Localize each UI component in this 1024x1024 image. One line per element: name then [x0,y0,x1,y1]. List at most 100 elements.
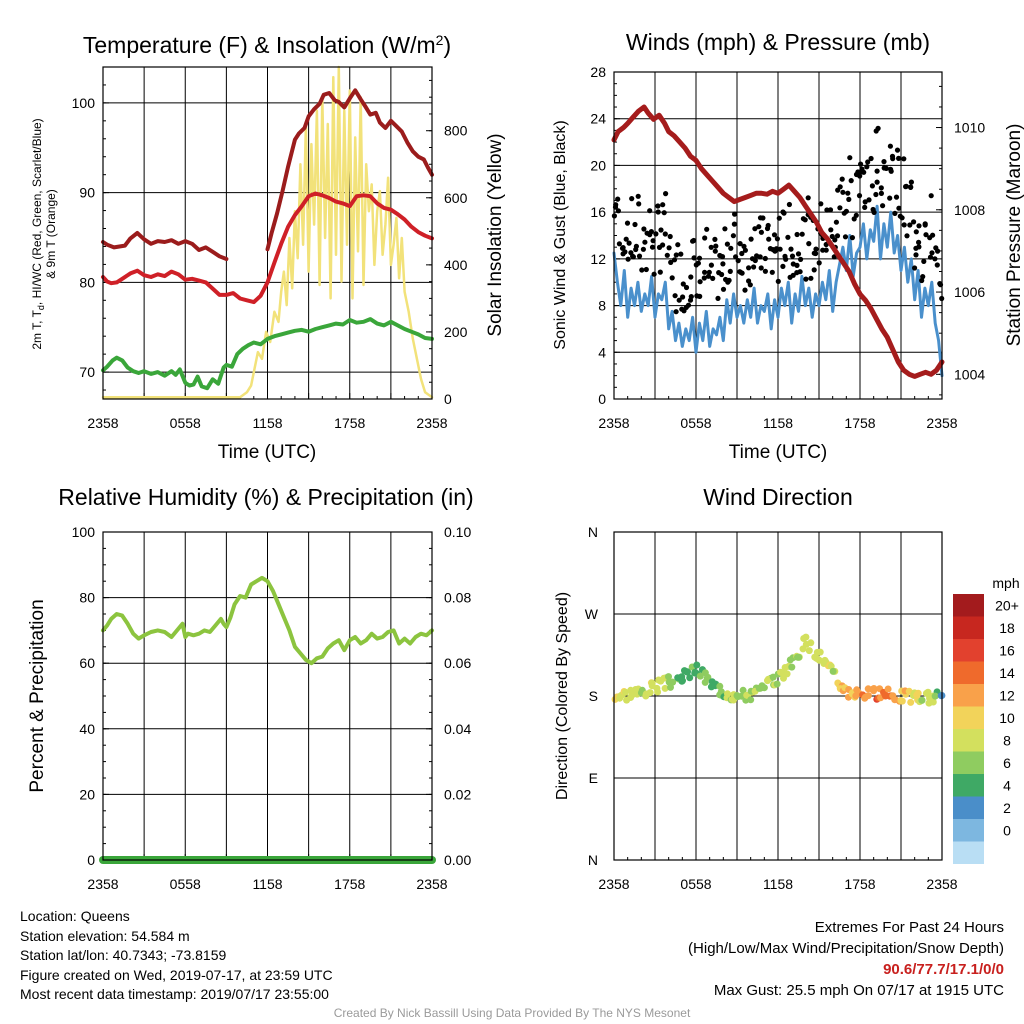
station-pressure-line [611,104,945,379]
wind-gust-dot [794,262,800,268]
temp-xtick-label: 1758 [334,415,365,431]
colorbar-tick-label: 8 [1003,733,1011,749]
colorbar-swatch [953,639,984,662]
winds-xtick-label: 2358 [926,415,957,431]
wind-gust-dot [894,147,901,153]
wind-gust-dot [861,169,867,175]
wind-gust-dot [813,246,819,252]
dir-frame [613,531,943,861]
wind-gust-dot [655,209,661,215]
wind-gust-dot [780,209,786,215]
winds-ytick-label: 16 [590,204,606,220]
wind-direction-dot [716,682,724,690]
extremes-title: Extremes For Past 24 Hours [814,919,1004,936]
wind-gust-dot [712,236,718,242]
colorbar-tick-label: 12 [999,688,1015,704]
wind-ylabel: Sonic Wind & Gust (Blue, Black) [552,120,569,349]
wind-gust-dot [724,241,731,247]
wind-gust-dot [786,201,793,208]
wind-gust-dot [805,195,811,201]
wind-gust-dot [630,253,636,259]
wind-gust-dot [927,254,934,260]
wind-gust-dot [752,257,758,264]
wind-gust-dot [782,253,788,259]
wind-gust-dot [625,256,631,262]
wind-direction-dot [724,690,731,698]
direction-ylabel: Direction (Colored By Speed) [554,592,571,800]
wind-gust-dot [806,241,812,247]
wind-direction-dot [870,685,878,692]
wind-gust-dot [849,235,856,241]
rh-ytick-label: 100 [72,524,96,540]
wind-gust-dot [808,275,814,281]
wind-gust-dot [728,245,734,251]
wind-gust-dot [802,217,808,223]
wind-gust-dot [869,183,876,189]
title-close: ) [443,32,451,58]
elevation-text: Station elevation: 54.584 m [20,927,190,944]
wind-gust-dot [833,219,840,225]
wind-gust-dot [678,251,684,257]
wind-gust-dot [777,246,783,252]
temperature-chart-title: Temperature (F) & Insolation (W/m2) [83,32,451,58]
wind-gust-dot [904,233,910,239]
wind-gust-dot [730,233,737,239]
rh-y2tick-label: 0.04 [444,721,471,737]
wind-gust-dot [757,254,763,260]
wind-direction-dot [739,686,747,694]
rh-y2tick-label: 0.00 [444,852,471,868]
dewpoint-line [101,317,434,391]
wind-gust-dot [774,236,781,242]
colorbar-tick-label: 6 [1003,755,1011,771]
wind-gust-dot [798,256,804,262]
wind-gust-dot [875,125,881,131]
wind-gust-dot [708,262,715,268]
colorbar-tick-label: 16 [999,643,1015,659]
wind-gust-dot [643,266,649,273]
wind-gust-dot [832,237,838,243]
wind-gust-dot [732,211,738,217]
temp-y2tick-label: 800 [444,123,468,139]
wind-gust-dot [858,161,864,167]
wind-direction-dot [679,677,686,685]
wind-gust-dot [911,219,917,225]
winds-chart-title: Winds (mph) & Pressure (mb) [626,29,930,55]
wind-gust-dot [704,226,710,232]
wind-direction-dot [693,661,701,669]
dir-xtick-label: 1158 [763,876,793,892]
wind-gust-dot [873,191,879,198]
wind-gust-dot [881,159,887,165]
wind-gust-dot [912,265,918,271]
wind-gust-dot [908,184,914,190]
wind-direction-dot [747,696,755,704]
colorbar-tick-label: 14 [999,665,1015,681]
wind-direction-dot [760,684,768,692]
wind-gust-dot [856,193,863,199]
wind-gust-dot [746,278,752,284]
extremes-info: Extremes For Past 24 Hours (High/Low/Max… [688,917,1004,1001]
colorbar-tick-label: 4 [1003,778,1011,794]
wind-gust-dot [890,156,896,162]
wind-gust-dot [620,245,626,251]
max-gust-text: Max Gust: 25.5 mph On 07/17 at 1915 UTC [713,982,1004,999]
winds-xlabel: Time (UTC) [729,442,828,463]
dir-ytick-label: S [589,688,598,704]
wind-gust-dot [673,252,679,258]
rh-y2tick-label: 0.06 [444,655,471,671]
colorbar-label: mph [992,575,1019,591]
dir-xtick-label: 2358 [926,876,957,892]
wind-gust-dot [687,297,694,303]
wind-gust-dot [746,265,752,271]
colorbar-swatch [953,594,984,617]
colorbar-swatch [953,616,984,639]
wind-gust-dot [710,275,716,281]
rh-y2tick-label: 0.08 [444,590,471,606]
wind-gust-dot [837,205,843,211]
wind-gust-dot [840,189,846,195]
dir-xtick-label: 0558 [680,876,711,892]
wind-gust-dot [932,256,938,262]
wind-gust-dot [837,184,843,190]
wind-gust-dot [650,238,656,244]
colorbar-swatch [953,706,984,729]
winds-ytick-label: 8 [598,298,606,314]
